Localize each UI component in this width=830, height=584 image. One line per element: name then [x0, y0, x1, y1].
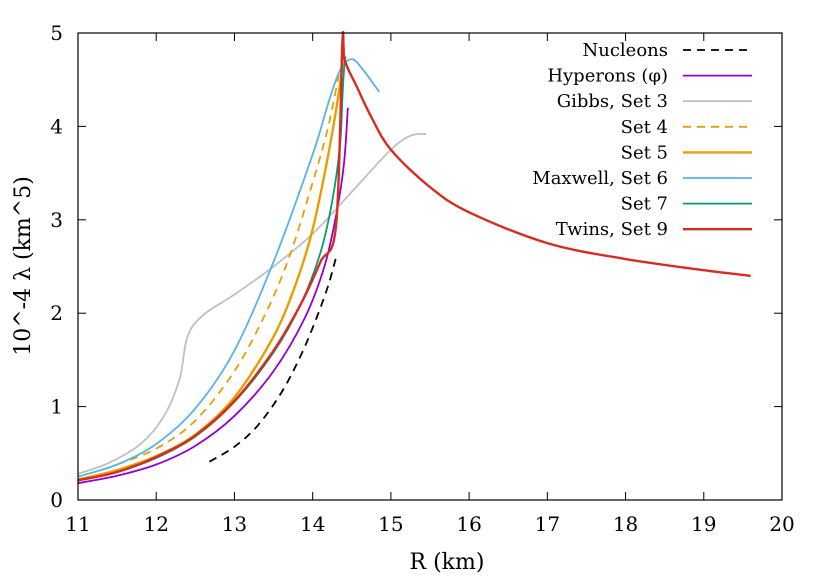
legend-label-set-5: Set 5	[621, 142, 668, 163]
y-tick-label: 1	[50, 395, 63, 419]
x-tick-label: 19	[691, 512, 716, 536]
legend-label-hyperons: Hyperons (φ)	[547, 66, 668, 87]
x-tick-label: 11	[65, 512, 90, 536]
legend-label-gibbs-set-3: Gibbs, Set 3	[557, 91, 668, 112]
x-tick-label: 16	[456, 512, 481, 536]
x-tick-label: 12	[143, 512, 168, 536]
x-tick-label: 20	[769, 512, 794, 536]
series-line-set-4	[116, 68, 341, 466]
y-tick-label: 3	[50, 208, 63, 232]
x-axis-label: R (km)	[410, 550, 485, 575]
legend: Nucleons Hyperons (φ) Gibbs, Set 3 Set 4 Set…	[532, 40, 752, 240]
legend-label-set-7: Set 7	[621, 194, 668, 215]
x-tick-label: 13	[222, 512, 247, 536]
series-line-maxwell-set-6	[77, 58, 380, 478]
series-line-gibbs-set-3	[77, 132, 427, 475]
series-line-set-5	[77, 46, 346, 481]
legend-label-maxwell-set-6: Maxwell, Set 6	[532, 168, 668, 189]
y-tick-label: 4	[50, 114, 63, 138]
y-axis-label: 10^-4 λ (km^5)	[11, 176, 36, 356]
series-layer	[77, 31, 751, 485]
y-tick-label: 2	[50, 301, 63, 325]
series-line-twins-set-9	[77, 31, 751, 482]
y-tick-label: 5	[50, 21, 63, 45]
series-line-nucleons	[208, 256, 337, 463]
series-line-hyperons	[77, 107, 349, 485]
x-tick-label: 18	[613, 512, 638, 536]
x-tick-label: 15	[378, 512, 403, 536]
legend-label-set-4: Set 4	[621, 117, 668, 138]
x-tick-label: 14	[300, 512, 325, 536]
legend-label-twins-set-9: Twins, Set 9	[556, 219, 668, 240]
x-tick-label: 17	[535, 512, 560, 536]
legend-label-nucleons: Nucleons	[583, 40, 669, 61]
series-line-set-7	[77, 56, 347, 482]
y-tick-label: 0	[50, 488, 63, 512]
axis-ticks	[77, 32, 783, 501]
plot-frame	[77, 32, 783, 501]
